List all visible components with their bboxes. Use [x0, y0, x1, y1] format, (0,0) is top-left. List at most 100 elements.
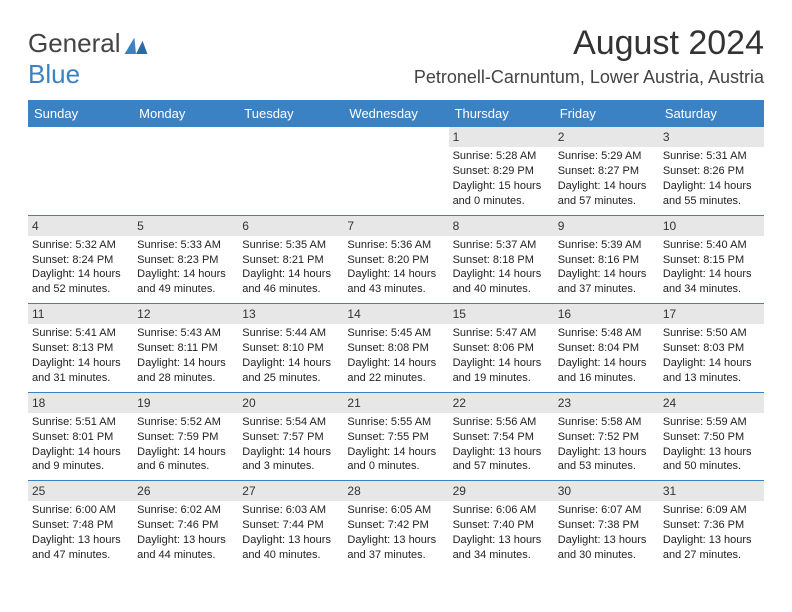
daylight-line: Daylight: 14 hours and 22 minutes.	[347, 356, 444, 386]
sunset-line: Sunset: 7:48 PM	[32, 518, 129, 533]
day-number: 6	[238, 216, 343, 236]
day-cell-3: 3Sunrise: 5:31 AMSunset: 8:26 PMDaylight…	[659, 126, 764, 215]
sunrise-line: Sunrise: 5:35 AM	[242, 238, 339, 253]
daylight-line: Daylight: 13 hours and 50 minutes.	[663, 445, 760, 475]
sunset-line: Sunset: 8:23 PM	[137, 253, 234, 268]
day-number: 10	[659, 216, 764, 236]
day-number: 4	[28, 216, 133, 236]
daylight-line: Daylight: 14 hours and 6 minutes.	[137, 445, 234, 475]
sunset-line: Sunset: 7:57 PM	[242, 430, 339, 445]
day-cell-1: 1Sunrise: 5:28 AMSunset: 8:29 PMDaylight…	[449, 126, 554, 215]
sunrise-line: Sunrise: 5:37 AM	[453, 238, 550, 253]
sunrise-line: Sunrise: 5:28 AM	[453, 149, 550, 164]
daylight-line: Daylight: 14 hours and 37 minutes.	[558, 267, 655, 297]
day-cell-12: 12Sunrise: 5:43 AMSunset: 8:11 PMDayligh…	[133, 303, 238, 392]
sunset-line: Sunset: 8:03 PM	[663, 341, 760, 356]
daylight-line: Daylight: 14 hours and 34 minutes.	[663, 267, 760, 297]
sunrise-line: Sunrise: 5:55 AM	[347, 415, 444, 430]
logo-text-general: General	[28, 28, 121, 58]
sunset-line: Sunset: 7:38 PM	[558, 518, 655, 533]
day-number: 30	[554, 481, 659, 501]
sunrise-line: Sunrise: 5:56 AM	[453, 415, 550, 430]
day-cell-30: 30 Sunrise: 6:07 AMSunset: 7:38 PMDayligh…	[554, 480, 659, 569]
day-cell-7: 7Sunrise: 5:36 AMSunset: 8:20 PMDaylight…	[343, 215, 448, 304]
sunrise-line: Sunrise: 5:48 AM	[558, 326, 655, 341]
sunrise-line: Sunrise: 5:52 AM	[137, 415, 234, 430]
day-number: 22	[449, 393, 554, 413]
daylight-line: Daylight: 14 hours and 16 minutes.	[558, 356, 655, 386]
day-number: 13	[238, 304, 343, 324]
location: Petronell-Carnuntum, Lower Austria, Aust…	[414, 67, 764, 88]
daylight-line: Daylight: 13 hours and 47 minutes.	[32, 533, 129, 563]
sunset-line: Sunset: 8:08 PM	[347, 341, 444, 356]
daylight-line: Daylight: 14 hours and 57 minutes.	[558, 179, 655, 209]
title-block: August 2024 Petronell-Carnuntum, Lower A…	[414, 24, 764, 88]
sunset-line: Sunset: 8:21 PM	[242, 253, 339, 268]
sunset-line: Sunset: 8:18 PM	[453, 253, 550, 268]
sunset-line: Sunset: 7:36 PM	[663, 518, 760, 533]
day-number: 1	[449, 127, 554, 147]
day-number: 31	[659, 481, 764, 501]
day-number: 12	[133, 304, 238, 324]
calendar-header-row: SundayMondayTuesdayWednesdayThursdayFrid…	[28, 100, 764, 126]
empty-cell: .	[133, 126, 238, 215]
sunset-line: Sunset: 8:04 PM	[558, 341, 655, 356]
empty-cell: .	[343, 126, 448, 215]
day-header-sunday: Sunday	[28, 100, 133, 126]
daylight-line: Daylight: 14 hours and 49 minutes.	[137, 267, 234, 297]
day-cell-20: 20 Sunrise: 5:54 AMSunset: 7:57 PMDayligh…	[238, 392, 343, 481]
sunrise-line: Sunrise: 6:03 AM	[242, 503, 339, 518]
sunset-line: Sunset: 7:52 PM	[558, 430, 655, 445]
day-number: 7	[343, 216, 448, 236]
sunset-line: Sunset: 8:24 PM	[32, 253, 129, 268]
daylight-line: Daylight: 13 hours and 30 minutes.	[558, 533, 655, 563]
daylight-line: Daylight: 14 hours and 31 minutes.	[32, 356, 129, 386]
sunrise-line: Sunrise: 5:41 AM	[32, 326, 129, 341]
sunset-line: Sunset: 7:50 PM	[663, 430, 760, 445]
sunset-line: Sunset: 8:11 PM	[137, 341, 234, 356]
sunset-line: Sunset: 7:54 PM	[453, 430, 550, 445]
sunrise-line: Sunrise: 5:58 AM	[558, 415, 655, 430]
day-header-wednesday: Wednesday	[343, 100, 448, 126]
day-cell-9: 9Sunrise: 5:39 AMSunset: 8:16 PMDaylight…	[554, 215, 659, 304]
day-number: 20	[238, 393, 343, 413]
day-cell-26: 26Sunrise: 6:02 AMSunset: 7:46 PMDayligh…	[133, 480, 238, 569]
calendar-page: GeneralBlue August 2024 Petronell-Carnun…	[0, 0, 792, 579]
daylight-line: Daylight: 14 hours and 3 minutes.	[242, 445, 339, 475]
day-number: 11	[28, 304, 133, 324]
day-number: 17	[659, 304, 764, 324]
logo-icon	[123, 30, 149, 60]
sunrise-line: Sunrise: 6:00 AM	[32, 503, 129, 518]
day-cell-21: 21Sunrise: 5:55 AMSunset: 7:55 PMDayligh…	[343, 392, 448, 481]
day-cell-10: 10Sunrise: 5:40 AMSunset: 8:15 PMDayligh…	[659, 215, 764, 304]
sunset-line: Sunset: 8:26 PM	[663, 164, 760, 179]
day-cell-14: 14Sunrise: 5:45 AMSunset: 8:08 PMDayligh…	[343, 303, 448, 392]
sunrise-line: Sunrise: 5:32 AM	[32, 238, 129, 253]
sunrise-line: Sunrise: 5:54 AM	[242, 415, 339, 430]
sunrise-line: Sunrise: 6:07 AM	[558, 503, 655, 518]
day-number: 3	[659, 127, 764, 147]
daylight-line: Daylight: 13 hours and 53 minutes.	[558, 445, 655, 475]
daylight-line: Daylight: 13 hours and 44 minutes.	[137, 533, 234, 563]
day-cell-19: 19Sunrise: 5:52 AMSunset: 7:59 PMDayligh…	[133, 392, 238, 481]
daylight-line: Daylight: 15 hours and 0 minutes.	[453, 179, 550, 209]
day-cell-4: 4Sunrise: 5:32 AMSunset: 8:24 PMDaylight…	[28, 215, 133, 304]
day-cell-29: 29Sunrise: 6:06 AMSunset: 7:40 PMDayligh…	[449, 480, 554, 569]
sunset-line: Sunset: 8:06 PM	[453, 341, 550, 356]
day-cell-16: 16Sunrise: 5:48 AMSunset: 8:04 PMDayligh…	[554, 303, 659, 392]
day-number: 24	[659, 393, 764, 413]
day-header-friday: Friday	[554, 100, 659, 126]
sunrise-line: Sunrise: 6:05 AM	[347, 503, 444, 518]
sunset-line: Sunset: 7:59 PM	[137, 430, 234, 445]
day-cell-6: 6Sunrise: 5:35 AMSunset: 8:21 PMDaylight…	[238, 215, 343, 304]
sunrise-line: Sunrise: 5:44 AM	[242, 326, 339, 341]
day-number: 8	[449, 216, 554, 236]
day-number: 15	[449, 304, 554, 324]
day-number: 2	[554, 127, 659, 147]
day-cell-24: 24Sunrise: 5:59 AMSunset: 7:50 PMDayligh…	[659, 392, 764, 481]
day-number: 21	[343, 393, 448, 413]
empty-cell: .	[238, 126, 343, 215]
day-number: 26	[133, 481, 238, 501]
logo-text-blue: Blue	[28, 59, 80, 89]
sunset-line: Sunset: 8:20 PM	[347, 253, 444, 268]
